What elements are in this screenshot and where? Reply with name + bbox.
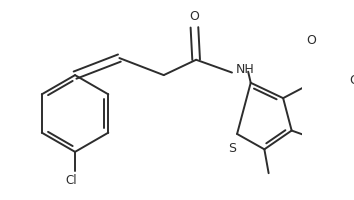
Text: O: O [306,34,316,47]
Text: O: O [350,74,354,87]
Text: S: S [228,142,236,155]
Text: NH: NH [236,63,255,76]
Text: O: O [189,10,199,23]
Text: Cl: Cl [66,174,78,187]
